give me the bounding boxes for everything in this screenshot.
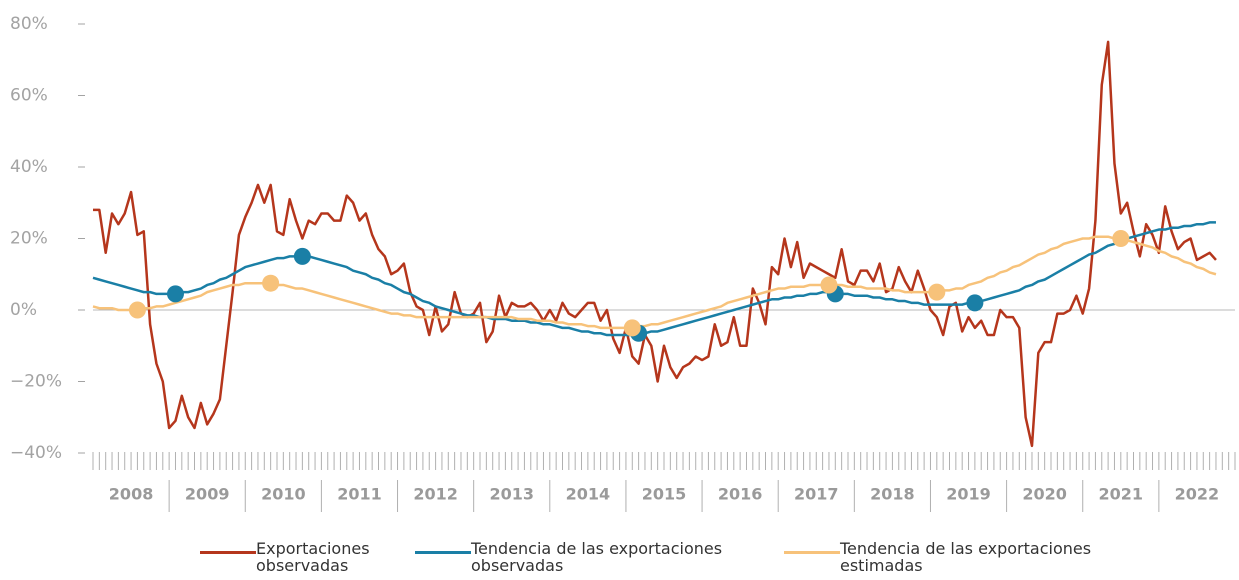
y-tick-label: −20%: [10, 372, 62, 392]
x-tick-label: 2017: [794, 485, 839, 504]
turning-point: [293, 247, 311, 265]
x-tick-label: 2010: [261, 485, 306, 504]
x-tick-label: 2016: [718, 485, 763, 504]
legend-swatch: [200, 551, 256, 554]
y-tick-label: 40%: [10, 157, 48, 177]
x-tick-label: 2020: [1022, 485, 1067, 504]
y-tick-label: −40%: [10, 443, 62, 463]
x-tick-label: 2022: [1175, 485, 1220, 504]
y-tick-label: 20%: [10, 229, 48, 249]
x-tick-label: 2012: [413, 485, 458, 504]
legend-swatch: [784, 551, 840, 554]
turning-point: [820, 276, 838, 294]
legend-entry: Tendencia de las exportaciones estimadas: [784, 540, 1140, 574]
x-tick-label: 2014: [566, 485, 611, 504]
turning-point: [623, 319, 641, 337]
series-line: [93, 40, 1217, 448]
x-tick-label: 2021: [1099, 485, 1144, 504]
series-line: [92, 235, 1217, 330]
turning-point: [166, 285, 184, 303]
y-tick-label: 80%: [10, 14, 48, 34]
x-tick-label: 2009: [185, 485, 230, 504]
chart: −40% −20% 0% 20% 40% 60% 80% 2008 2009 2010 2011 20…: [10, 14, 1236, 512]
x-tick-label: 2018: [870, 485, 915, 504]
turning-point: [262, 274, 280, 292]
legend: Exportaciones observadas Tendencia de las…: [0, 540, 1239, 580]
x-tick-label: 2008: [109, 485, 154, 504]
y-tick-label: 0%: [10, 300, 37, 320]
x-tick-label: 2013: [489, 485, 534, 504]
x-tick-label: 2019: [946, 485, 991, 504]
legend-swatch: [415, 551, 471, 554]
turning-point: [128, 301, 146, 319]
x-tick-label: 2015: [642, 485, 687, 504]
legend-label: Tendencia de las exportaciones observada…: [471, 539, 723, 575]
legend-entry: Tendencia de las exportaciones observada…: [415, 540, 771, 574]
legend-label: Tendencia de las exportaciones estimadas: [840, 539, 1092, 575]
legend-entry: Exportaciones observadas: [200, 540, 396, 574]
y-tick-label: 60%: [10, 86, 48, 106]
turning-point: [966, 294, 984, 312]
legend-label: Exportaciones observadas: [256, 539, 370, 575]
series-line: [92, 221, 1216, 337]
turning-point: [928, 283, 946, 301]
turning-point: [1112, 230, 1130, 247]
x-tick-label: 2011: [337, 485, 382, 504]
